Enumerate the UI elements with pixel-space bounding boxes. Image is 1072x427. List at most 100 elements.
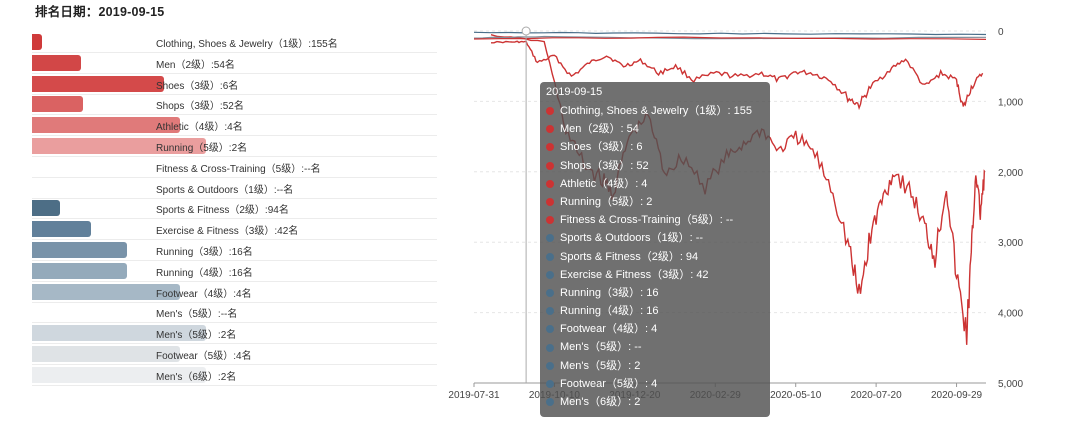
tooltip-row: Men（2级）: 54 [546, 120, 764, 138]
series-dot-icon [546, 143, 554, 152]
tooltip-row-text: Athletic（4级）: 4 [560, 177, 648, 190]
rank-label: Shops（3级）:52名 [156, 101, 244, 113]
series-line [473, 36, 987, 40]
rank-row: Footwear（4级）:4名 [32, 282, 437, 303]
rank-row: Clothing, Shoes & Jewelry（1级）:155名 [32, 32, 437, 53]
rank-bar [32, 283, 180, 300]
tooltip-row-text: Men（2级）: 54 [560, 123, 639, 136]
series-dot-icon [546, 270, 554, 279]
tooltip-date: 2019-09-15 [546, 86, 603, 98]
tooltip-row-text: Fitness & Cross-Training（5级）: -- [560, 214, 734, 227]
tooltip-row: Running（3级）: 16 [546, 284, 764, 302]
rank-label: Shoes（3级）:6名 [156, 80, 239, 92]
cursor-marker [521, 26, 531, 36]
rank-row: Men's（5级）:2名 [32, 323, 437, 345]
series-dot-icon [546, 179, 554, 188]
rank-row: Footwear（5级）:4名 [32, 344, 437, 365]
rank-date-title: 排名日期：2019-09-15 [35, 5, 165, 19]
tooltip-row: Sports & Outdoors（1级）: -- [546, 229, 764, 247]
series-dot-icon [546, 161, 554, 170]
y-tick-label: 4,000 [998, 309, 1023, 320]
tooltip-row: Men's（5级）: 2 [546, 357, 764, 375]
rank-row: Men's（6级）:2名 [32, 365, 437, 386]
y-tick-label: 3,000 [998, 238, 1023, 249]
rank-label: Running（4级）:16名 [156, 267, 253, 279]
series-dot-icon [546, 307, 554, 316]
rank-bar [32, 366, 206, 383]
rank-row: Men（2级）:54名 [32, 53, 437, 74]
rank-bar [32, 262, 128, 279]
rank-label: Fitness & Cross-Training（5级）:--名 [156, 163, 321, 175]
rank-bar [32, 96, 83, 113]
tooltip-row-text: Running（5级）: 2 [560, 195, 653, 208]
rank-label: Men's（5级）:2名 [156, 330, 237, 342]
y-tick-label: 5,000 [998, 379, 1023, 390]
tooltip-row: Fitness & Cross-Training（5级）: -- [546, 211, 764, 229]
tooltip-row-text: Shops（3级）: 52 [560, 159, 649, 172]
tooltip-row: Footwear（5级）: 4 [546, 375, 764, 393]
tooltip-row-text: Men's（5级）: 2 [560, 359, 641, 372]
series-dot-icon [546, 398, 554, 407]
rank-bar [32, 117, 180, 134]
rank-row: Running（4级）:16名 [32, 261, 437, 282]
tooltip-row: Men's（5级）: -- [546, 338, 764, 356]
tooltip-row: Exercise & Fitness（3级）: 42 [546, 266, 764, 284]
tooltip-row-text: Footwear（5级）: 4 [560, 377, 658, 390]
series-dot-icon [546, 252, 554, 261]
rank-label: Footwear（4级）:4名 [156, 288, 252, 300]
rank-label: Sports & Outdoors（1级）:--名 [156, 184, 294, 196]
tooltip-row: Clothing, Shoes & Jewelry（1级）: 155 [546, 102, 764, 120]
tooltip-row-text: Sports & Outdoors（1级）: -- [560, 232, 704, 245]
x-tick-label: 2020-05-10 [770, 390, 822, 401]
series-dot-icon [546, 343, 554, 352]
rank-bar [32, 242, 128, 258]
tooltip-row: Footwear（4级）: 4 [546, 320, 764, 338]
rank-row: Running（3级）:16名 [32, 240, 437, 261]
rank-row: Sports & Fitness（2级）:94名 [32, 198, 437, 220]
series-dot-icon [546, 198, 554, 207]
tooltip-row-text: Shoes（3级）: 6 [560, 141, 643, 154]
rank-row: Shoes（3级）:6名 [32, 74, 437, 95]
x-tick-label: 2020-09-29 [931, 390, 983, 401]
rank-bar [32, 221, 91, 238]
rank-bar [32, 325, 206, 342]
rank-bar-list: Clothing, Shoes & Jewelry（1级）:155名 Men（2级… [0, 0, 445, 427]
rank-row: Athletic（4级）:4名 [32, 115, 437, 137]
tooltip-row: Men's（6级）: 2 [546, 393, 764, 411]
rank-row: Shops（3级）:52名 [32, 94, 437, 116]
chart-tooltip: 2019-09-15 Clothing, Shoes & Jewelry（1级）… [540, 82, 770, 417]
rank-label: Men（2级）:54名 [156, 59, 235, 71]
tooltip-row-text: Men's（6级）: 2 [560, 396, 641, 408]
y-tick-label: 1,000 [998, 97, 1023, 108]
tooltip-row: Running（5级）: 2 [546, 193, 764, 211]
rank-label: Men's（5级）:--名 [156, 309, 238, 321]
rank-label: Running（3级）:16名 [156, 247, 253, 258]
rank-row: Exercise & Fitness（3级）:42名 [32, 219, 437, 241]
tooltip-row: Running（4级）: 16 [546, 302, 764, 320]
rank-row: Men's（5级）:--名 [32, 302, 437, 324]
rank-label: Footwear（5级）:4名 [156, 351, 252, 362]
tooltip-row-text: Exercise & Fitness（3级）: 42 [560, 268, 709, 281]
rank-bar [32, 346, 180, 362]
tooltip-row: Athletic（4级）: 4 [546, 175, 764, 193]
series-dot-icon [546, 125, 554, 134]
rank-bar [32, 54, 82, 71]
series-dot-icon [546, 361, 554, 370]
tooltip-row: Sports & Fitness（2级）: 94 [546, 248, 764, 266]
rank-row: Running（5级）:2名 [32, 136, 437, 157]
tooltip-row-text: Men's（5级）: -- [560, 341, 642, 354]
series-dot-icon [546, 234, 554, 243]
x-tick-label: 2020-07-20 [851, 390, 903, 401]
rank-label: Clothing, Shoes & Jewelry（1级）:155名 [156, 39, 338, 50]
rank-label: Running（5级）:2名 [156, 143, 248, 154]
y-tick-label: 2,000 [998, 168, 1023, 179]
series-dot-icon [546, 325, 554, 334]
series-dot-icon [546, 107, 554, 116]
rank-bar [32, 75, 165, 92]
tooltip-row: Shoes（3级）: 6 [546, 138, 764, 156]
series-line [473, 31, 987, 36]
x-tick-label: 2019-07-31 [448, 390, 500, 401]
rank-row: Fitness & Cross-Training（5级）:--名 [32, 157, 437, 178]
series-dot-icon [546, 379, 554, 388]
tooltip-row: Shops（3级）: 52 [546, 157, 764, 175]
